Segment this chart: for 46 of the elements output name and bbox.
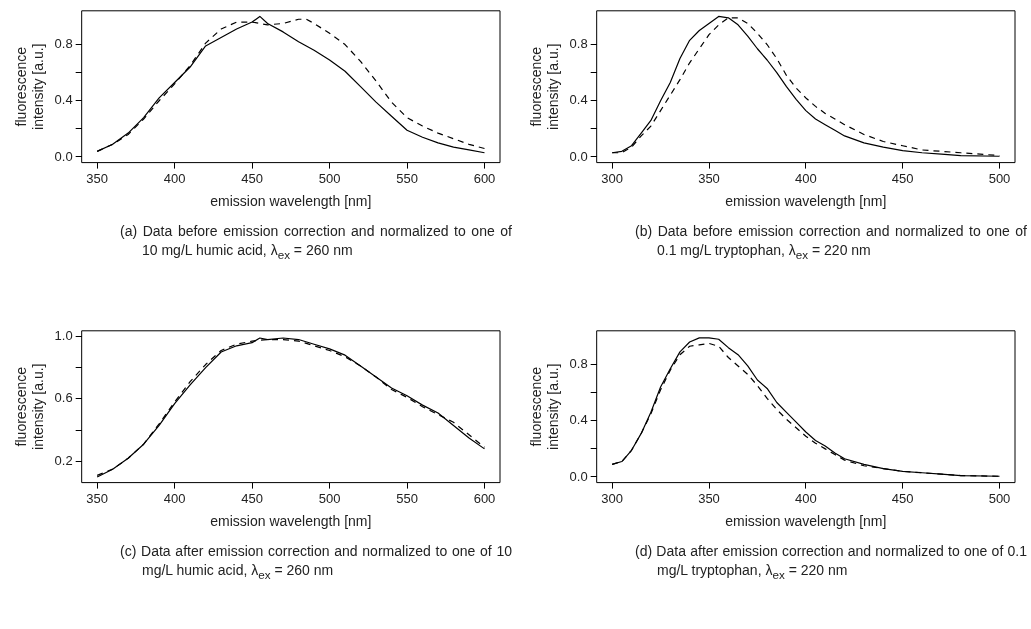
x-tick-label: 400: [163, 490, 186, 506]
x-tick-label: 400: [794, 490, 817, 506]
x-tick-label: 550: [396, 170, 418, 186]
x-tick-label: 350: [86, 490, 109, 506]
y-axis-title: fluorescence intensity [a.u.]: [528, 43, 562, 130]
x-tick-label: 500: [988, 490, 1011, 506]
x-tick-label: 450: [241, 490, 263, 506]
y-tick-label: 0.4: [569, 412, 588, 428]
y-tick-label: 0.8: [569, 356, 588, 372]
x-tick-label: 600: [473, 170, 496, 186]
y-tick-label: 0.0: [569, 468, 588, 484]
y-tick-label: 0.0: [54, 148, 73, 164]
x-tick-label: 300: [601, 170, 624, 186]
x-tick-label: 500: [318, 490, 341, 506]
y-tick-label: 0.8: [54, 36, 73, 52]
x-tick-label: 400: [794, 170, 817, 186]
x-tick-label: 300: [601, 490, 624, 506]
x-tick-label: 600: [473, 490, 496, 506]
x-tick-label: 550: [396, 490, 418, 506]
text: (a) Data before emission correction and normalized to one of 10 mg/L humic acid, λ$_{ex}$ = 260 nm: [120, 222, 512, 263]
text: (b) Data before emission correction and normalized to one of 0.1 mg/L tryptophan, λ$_{ex}$ = 220 nm: [635, 222, 1027, 263]
y-axis-title: fluorescence intensity [a.u.]: [528, 363, 562, 450]
y-tick-label: 0.4: [54, 92, 73, 108]
x-axis-title: emission wavelength [nm]: [725, 513, 887, 530]
x-tick-label: 500: [318, 170, 341, 186]
y-axis-title: fluorescence intensity [a.u.]: [13, 363, 47, 450]
text: (d) Data after emission correction and normalized to one of 0.1 mg/L tryptophan, λ$_{ex}$ = 220 nm: [635, 542, 1027, 583]
x-tick-label: 450: [891, 490, 914, 506]
y-tick-label: 0.0: [569, 148, 588, 164]
y-tick-label: 0.4: [569, 92, 588, 108]
x-tick-label: 350: [698, 490, 720, 506]
y-tick-label: 1.0: [54, 328, 73, 343]
x-tick-label: 500: [988, 170, 1011, 186]
y-tick-label: 0.2: [54, 452, 73, 468]
x-axis-title: emission wavelength [nm]: [210, 193, 372, 210]
x-tick-label: 450: [241, 170, 263, 186]
x-axis-title: emission wavelength [nm]: [725, 193, 887, 210]
x-tick-label: 350: [86, 170, 109, 186]
y-axis-title: fluorescence intensity [a.u.]: [13, 43, 47, 130]
x-axis-title: emission wavelength [nm]: [210, 513, 372, 530]
x-tick-label: 450: [891, 170, 914, 186]
y-tick-label: 0.8: [569, 36, 588, 52]
y-tick-label: 0.6: [54, 390, 73, 406]
x-tick-label: 400: [163, 170, 186, 186]
text: (c) Data after emission correction and normalized to one of 10 mg/L humic acid, λ$_{ex}$ = 260 nm: [120, 542, 512, 583]
x-tick-label: 350: [698, 170, 720, 186]
